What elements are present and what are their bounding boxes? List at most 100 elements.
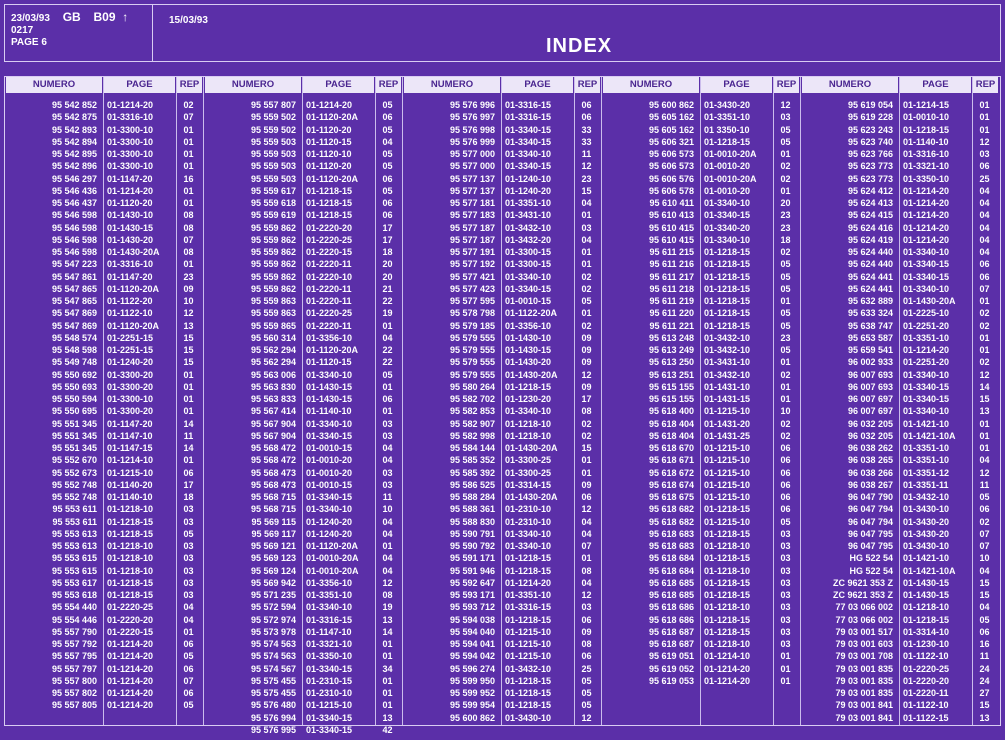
cell-page: 01-3432-20	[505, 234, 552, 245]
cell-numero: 79 03 001 835	[835, 675, 893, 686]
cell-rep: 15	[979, 590, 990, 600]
cell-rep: 01	[382, 675, 393, 686]
cell-page: 01-0010-20A	[306, 565, 359, 576]
cell-page: 01-1430-20A	[505, 369, 558, 380]
cell-page: 01-3340-10	[903, 406, 950, 417]
cell-rep: 02	[979, 308, 990, 319]
cell-rep: 02	[581, 271, 592, 282]
cell-numero: 95 548 574	[51, 332, 97, 343]
cell-numero: 95 568 715	[250, 504, 296, 515]
cell-numero: 95 559 503	[250, 173, 296, 184]
column-header-numero: NUMERO	[603, 77, 699, 93]
cell-page: 01-1214-20	[903, 345, 950, 355]
header-row-1: 23/03/93 GB B09 ↑	[11, 11, 152, 25]
cell-numero: 95 619 054	[847, 100, 893, 110]
cell-rep: 05	[780, 308, 791, 319]
cell-page: 01-2310-10	[306, 688, 353, 698]
cell-page: 01-1218-15	[704, 283, 751, 294]
cell-rep: 12	[979, 136, 990, 147]
cell-page: 01-3340-10	[903, 369, 950, 380]
cell-rep: 01	[183, 455, 194, 466]
cell-rep: 20	[382, 259, 393, 270]
cell-rep: 25	[979, 173, 990, 184]
cell-page: 01-3300-25	[505, 455, 552, 466]
cell-rep: 13	[979, 712, 990, 723]
cell-numero: 95 547 865	[51, 296, 97, 306]
cell-rep: 34	[382, 663, 393, 674]
cell-rep: 06	[382, 173, 393, 184]
cell-page: 01-1215-10	[505, 626, 552, 637]
cell-page: 01-2220-25	[903, 663, 950, 674]
cell-numero: 95 575 455	[250, 675, 296, 686]
cell-page: 01-3316-15	[505, 602, 552, 613]
cell-page: 01-0010-10	[903, 112, 950, 123]
cell-rep: 17	[382, 234, 393, 245]
cell-numero: 95 613 250	[648, 357, 694, 368]
cell-page: 01-1421-10	[903, 418, 950, 429]
cell-page: 01-1218-15	[107, 528, 154, 539]
cell-page: 01-1421-10	[903, 553, 950, 564]
column-divider	[773, 77, 774, 725]
cell-rep: 05	[183, 651, 194, 662]
cell-numero: ZC 9621 353 Z	[832, 577, 893, 588]
cell-page: 01-3314-15	[505, 479, 552, 490]
cell-rep: 14	[183, 418, 194, 429]
cell-numero: 95 615 155	[648, 381, 694, 392]
cell-numero: 95 605 162	[648, 112, 694, 123]
cell-page: 01-1218-15	[704, 504, 751, 515]
cell-page: 01-1214-20	[107, 663, 154, 674]
cell-rep: 01	[780, 357, 791, 368]
cell-rep: 23	[581, 173, 592, 184]
cell-rep: 06	[780, 467, 791, 478]
cell-rep: 06	[780, 443, 791, 453]
cell-rep: 01	[183, 381, 194, 392]
column-numero-block-3: 95 576 996 95 576 997 95 576 998 95 576 999…	[405, 99, 495, 724]
cell-rep: 11	[183, 430, 194, 441]
cell-page: 01-1122-15	[903, 712, 949, 723]
cell-numero: 95 600 862	[449, 712, 495, 723]
cell-rep: 01	[979, 443, 990, 453]
cell-rep: 02	[780, 173, 791, 184]
cell-numero: 95 576 994	[250, 712, 296, 723]
cell-page: 01-1218-15	[704, 590, 751, 600]
cell-numero: 95 588 830	[449, 516, 495, 527]
cell-numero: 95 568 472	[250, 455, 296, 466]
cell-numero: 79 03 001 841	[835, 700, 893, 711]
cell-rep: 06	[382, 210, 393, 221]
cell-page: 01-1218-15	[704, 271, 751, 282]
cell-rep: 03	[183, 541, 194, 551]
cell-numero: 95 557 800	[51, 675, 97, 686]
cell-numero: 95 542 893	[51, 124, 97, 135]
column-page-block-4: 01-3430-20 01-3351-10 01 3350-10 01-1218-15…	[704, 99, 771, 687]
cell-page: 01-1218-15	[306, 185, 353, 196]
cell-rep: 01	[979, 124, 990, 135]
cell-page: 01-3351-10	[505, 198, 552, 208]
cell-numero: 96 007 693	[847, 381, 893, 392]
cell-page: 01-1218-15	[107, 590, 154, 600]
column-header-rep: REP	[774, 77, 799, 93]
cell-numero: 95 553 615	[51, 553, 97, 564]
cell-page: 01-1430-20A	[505, 492, 558, 502]
cell-page: 01-1430-15	[107, 222, 154, 233]
cell-rep: 02	[581, 418, 592, 429]
cell-rep: 04	[183, 614, 194, 625]
cell-numero: 95 562 294	[250, 357, 296, 368]
cell-rep: 12	[382, 577, 393, 588]
cell-numero: 96 038 262	[847, 443, 893, 453]
cell-rep: 03	[780, 541, 791, 551]
cell-numero: 95 553 611	[52, 504, 97, 515]
cell-numero: 95 579 185	[449, 320, 495, 331]
cell-page: 01-3340-10	[505, 541, 552, 551]
cell-page: 01-1240-10	[505, 173, 552, 184]
page-title: INDEX	[546, 35, 613, 57]
cell-page: 01-3340-15	[306, 712, 353, 723]
cell-page: 01-3340-15	[306, 492, 353, 502]
cell-page: 01-3340-15	[903, 381, 950, 392]
cell-numero: 95 618 675	[648, 492, 694, 502]
cell-page: 01-1214-20	[107, 639, 154, 649]
cell-numero: 95 557 802	[51, 688, 97, 698]
cell-numero: 95 610 411	[649, 198, 694, 208]
cell-numero: 79 03 001 517	[835, 626, 893, 637]
cell-rep: 05	[780, 283, 791, 294]
cell-page: 01-1215-10	[505, 651, 552, 662]
